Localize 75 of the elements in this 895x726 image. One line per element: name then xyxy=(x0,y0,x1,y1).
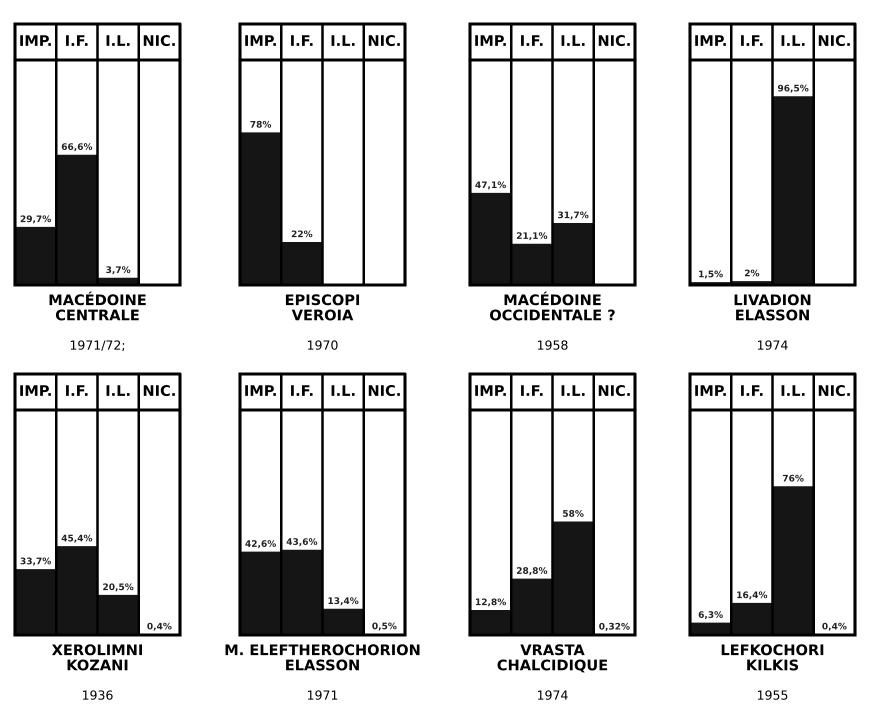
x-tick-label: I.L. xyxy=(562,35,585,46)
x-tick-label: IMP. xyxy=(20,385,51,396)
x-tick-label: NIC. xyxy=(368,385,400,396)
data-label: 0,4% xyxy=(147,622,172,631)
data-label: 1,5% xyxy=(699,270,723,279)
text: M. ELEFTHEROCHORION ELASSON xyxy=(226,644,420,671)
x-tick-label: I.F. xyxy=(741,385,763,396)
text: 1974 xyxy=(758,340,788,350)
data-label: 16,4% xyxy=(737,591,768,600)
text: 1936 xyxy=(82,690,113,700)
data-label: 76% xyxy=(782,474,804,482)
x-tick-label: I.L. xyxy=(332,35,355,46)
x-tick-label: I.L. xyxy=(782,35,805,46)
x-tick-label: IMP. xyxy=(475,35,506,46)
x-tick-label: NIC. xyxy=(818,35,850,46)
data-label: 3,7% xyxy=(106,266,130,274)
data-label: 78% xyxy=(250,120,272,128)
x-tick-label: I.L. xyxy=(106,385,130,396)
data-label: 45,4% xyxy=(62,534,92,543)
data-label: 58% xyxy=(563,510,584,517)
x-tick-label: NIC. xyxy=(598,385,630,396)
data-label: 0,5% xyxy=(372,622,397,630)
x-tick-label: I.F. xyxy=(66,35,88,46)
text: 1974 xyxy=(538,690,568,700)
x-tick-label: IMP. xyxy=(245,385,276,396)
data-label: 33,7% xyxy=(20,558,51,566)
x-tick-label: IMP. xyxy=(245,35,276,46)
data-label: 29,7% xyxy=(20,215,51,224)
text: MACÉDOINE CENTRALE xyxy=(50,292,146,321)
text: 1971 xyxy=(308,690,338,700)
text: MACÉDOINE OCCIDENTALE ? xyxy=(490,292,615,321)
data-label: 66,6% xyxy=(62,143,92,152)
text: LEFKOCHORI KILKIS xyxy=(722,644,824,671)
x-tick-label: IMP. xyxy=(695,35,726,46)
x-tick-label: NIC. xyxy=(598,35,630,46)
x-tick-label: NIC. xyxy=(818,385,850,396)
data-label: 13,4% xyxy=(328,597,358,606)
data-label: 43,6% xyxy=(286,538,318,546)
x-tick-label: I.L. xyxy=(332,385,355,396)
text: 1971/72; xyxy=(70,340,124,352)
data-label: 2% xyxy=(744,270,760,276)
data-label: 31,7% xyxy=(558,211,588,220)
data-label: 0,4% xyxy=(822,622,847,631)
x-tick-label: I.L. xyxy=(782,385,805,396)
data-label: 6,3% xyxy=(698,611,723,620)
x-tick-label: I.L. xyxy=(562,385,585,396)
x-tick-label: NIC. xyxy=(368,35,400,46)
x-tick-label: I.F. xyxy=(291,35,313,46)
x-tick-label: I.F. xyxy=(521,385,543,396)
text: EPISCOPI VEROIA xyxy=(286,294,360,321)
data-label: 12,8% xyxy=(476,598,506,606)
text: 1958 xyxy=(538,340,568,350)
x-tick-label: IMP. xyxy=(475,385,506,396)
data-label: 96,5% xyxy=(778,84,808,93)
data-label: 0,32% xyxy=(599,622,630,631)
x-tick-label: I.F. xyxy=(521,35,543,46)
x-tick-label: I.L. xyxy=(106,35,130,46)
data-label: 20,5% xyxy=(103,583,134,592)
data-label: 47,1% xyxy=(475,181,506,190)
text: VRASTA CHALCIDIQUE xyxy=(498,644,608,672)
data-label: 42,6% xyxy=(245,540,276,548)
text: XEROLIMNI KOZANI xyxy=(52,644,142,671)
x-tick-label: NIC. xyxy=(144,385,175,396)
x-tick-label: IMP. xyxy=(20,35,51,46)
x-tick-label: IMP. xyxy=(695,385,726,396)
x-tick-label: I.F. xyxy=(66,385,88,396)
data-label: 21,1% xyxy=(516,232,548,240)
text: 1955 xyxy=(758,690,788,700)
data-label: 22% xyxy=(292,230,312,238)
data-label: 28,8% xyxy=(516,567,548,576)
text: 1970 xyxy=(308,340,338,350)
x-tick-label: I.F. xyxy=(741,35,763,46)
text: LIVADION ELASSON xyxy=(734,294,810,321)
x-tick-label: NIC. xyxy=(144,35,175,46)
x-tick-label: I.F. xyxy=(291,385,313,396)
